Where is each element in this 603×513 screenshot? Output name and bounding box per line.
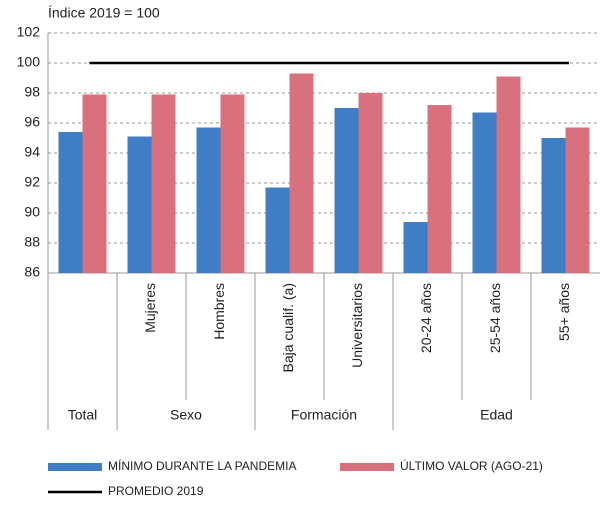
y-tick-label: 100 <box>17 54 41 70</box>
bar <box>127 136 152 273</box>
x-tick-label: Mujeres <box>142 283 158 333</box>
x-tick-label: Hombres <box>211 283 227 340</box>
bar <box>196 127 221 273</box>
legend-swatch <box>340 463 394 471</box>
bar <box>151 94 176 273</box>
x-tick-label: Universitarios <box>349 283 365 368</box>
bar <box>496 76 521 273</box>
bar <box>541 138 566 273</box>
legend-label: ÚLTIMO VALOR (AGO-21) <box>400 458 543 473</box>
group-label: Total <box>68 407 98 423</box>
y-tick-label: 94 <box>24 144 40 160</box>
group-label: Edad <box>480 407 513 423</box>
y-tick-label: 96 <box>24 114 40 130</box>
y-tick-label: 102 <box>17 24 41 40</box>
legend-swatch <box>48 463 102 471</box>
bar <box>334 108 359 273</box>
y-tick-label: 88 <box>24 234 40 250</box>
y-axis-label: Índice 2019 = 100 <box>48 5 160 21</box>
bar <box>565 127 590 273</box>
y-tick-label: 90 <box>24 204 40 220</box>
y-tick-label: 86 <box>24 264 40 280</box>
bar <box>265 187 290 273</box>
bar <box>58 132 83 273</box>
bar <box>472 112 497 273</box>
x-tick-label: 55+ años <box>556 283 572 341</box>
x-tick-label: Baja cualif. (a) <box>280 283 296 372</box>
legend-label: PROMEDIO 2019 <box>108 484 204 498</box>
bar <box>427 105 452 273</box>
legend-label: MÍNIMO DURANTE LA PANDEMIA <box>108 458 296 473</box>
x-tick-label: 20-24 años <box>418 283 434 353</box>
y-tick-label: 92 <box>24 174 40 190</box>
y-tick-label: 98 <box>24 84 40 100</box>
bar <box>82 94 107 273</box>
bar <box>358 93 383 273</box>
group-label: Sexo <box>170 407 202 423</box>
bar <box>289 73 314 273</box>
bar <box>403 222 428 273</box>
group-label: Formación <box>291 407 357 423</box>
bar <box>220 94 245 273</box>
x-tick-label: 25-54 años <box>487 283 503 353</box>
